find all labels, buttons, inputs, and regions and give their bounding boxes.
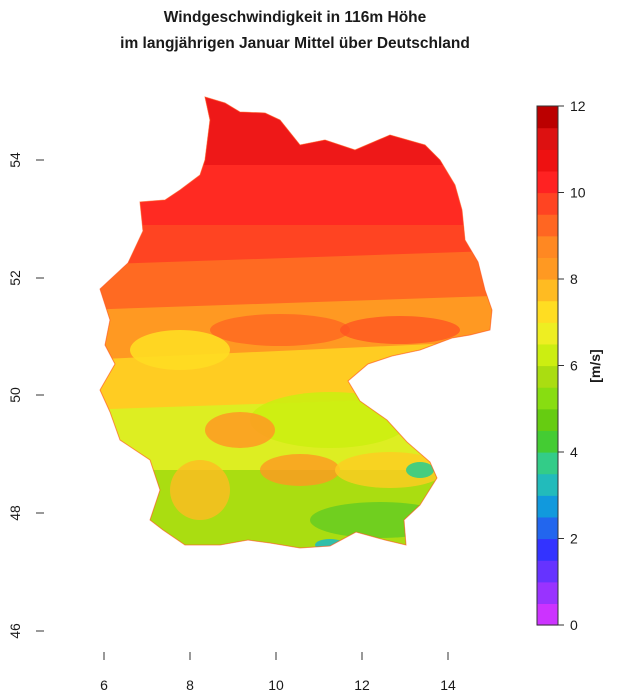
y-tick-label: 46 xyxy=(7,623,23,639)
x-tick-label: 8 xyxy=(186,677,194,693)
legend-swatch xyxy=(537,581,558,604)
legend-swatch xyxy=(537,538,558,561)
legend-swatch xyxy=(537,365,558,388)
band-coast-max xyxy=(100,97,492,165)
legend-swatch xyxy=(537,170,558,194)
y-tick-label: 48 xyxy=(7,505,23,521)
legend-swatch xyxy=(537,300,558,323)
y-tick: 52 xyxy=(7,270,44,286)
x-tick: 12 xyxy=(354,652,370,693)
legend-tick-label: 12 xyxy=(570,98,586,114)
y-tick: 46 xyxy=(7,623,44,639)
x-tick-label: 10 xyxy=(268,677,284,693)
legend-tick-label: 2 xyxy=(570,531,578,547)
legend-swatch xyxy=(537,279,558,302)
y-axis: 54 52 50 48 46 xyxy=(7,152,44,639)
x-tick-label: 6 xyxy=(100,677,108,693)
x-tick: 10 xyxy=(268,652,284,693)
legend-unit-label: [m/s] xyxy=(587,349,603,382)
legend-swatch xyxy=(537,560,558,583)
x-tick: 14 xyxy=(440,652,456,693)
legend-swatch xyxy=(537,516,558,540)
x-tick: 8 xyxy=(186,652,194,693)
legend-tick-label: 6 xyxy=(570,358,578,374)
legend-swatch xyxy=(537,257,558,280)
x-tick-label: 12 xyxy=(354,677,370,693)
legend-swatch xyxy=(537,343,558,367)
legend-swatch xyxy=(537,603,558,626)
legend-tick-label: 10 xyxy=(570,185,586,201)
legend-color-bar xyxy=(537,106,558,626)
legend-swatch xyxy=(537,106,558,129)
legend-swatch xyxy=(537,387,558,410)
patch-black-forest xyxy=(170,460,230,520)
legend-ticks: 0 2 4 6 8 10 12 xyxy=(558,98,586,633)
y-tick: 50 xyxy=(7,387,44,403)
map-title-line-2: im langjährigen Januar Mittel über Deuts… xyxy=(120,35,470,52)
legend-swatch xyxy=(537,408,558,431)
patch-franconia xyxy=(250,392,410,448)
germany-wind-field xyxy=(99,96,493,549)
legend-swatch xyxy=(537,214,558,237)
x-tick: 6 xyxy=(100,652,108,693)
y-tick-label: 50 xyxy=(7,387,23,403)
legend-swatch xyxy=(537,495,558,518)
legend-tick-label: 8 xyxy=(570,271,578,287)
x-axis: 6 8 10 12 14 xyxy=(100,652,456,693)
color-legend: 0 2 4 6 8 10 12 [m/s] xyxy=(536,98,603,633)
x-tick-label: 14 xyxy=(440,677,456,693)
legend-swatch xyxy=(537,452,558,475)
patch-alps-low xyxy=(310,502,450,538)
map-title-line-1: Windgeschwindigkeit in 116m Höhe xyxy=(163,9,427,26)
wind-speed-bands xyxy=(100,97,492,548)
legend-tick-label: 4 xyxy=(570,444,578,460)
patch-east-ridge xyxy=(340,316,460,344)
patch-west-lowland xyxy=(130,330,230,370)
legend-swatch xyxy=(537,235,558,258)
y-tick: 54 xyxy=(7,152,44,168)
legend-tick-label: 0 xyxy=(570,617,578,633)
y-tick: 48 xyxy=(7,505,44,521)
patch-odenwald xyxy=(205,412,275,448)
y-tick-label: 52 xyxy=(7,270,23,286)
legend-swatch xyxy=(537,430,558,453)
patch-danube-valley xyxy=(406,462,434,478)
legend-swatch xyxy=(537,127,558,150)
y-tick-label: 54 xyxy=(7,152,23,168)
legend-swatch xyxy=(537,192,558,215)
legend-swatch xyxy=(537,322,558,345)
legend-swatch xyxy=(537,473,558,496)
legend-swatch xyxy=(537,149,558,172)
patch-harz-ridge xyxy=(210,314,350,346)
patch-bavarian-forest xyxy=(335,452,445,488)
patch-swabian-alb xyxy=(260,454,340,486)
